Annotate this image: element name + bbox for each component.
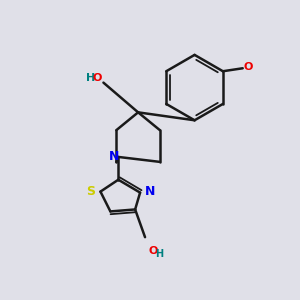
Text: N: N (145, 185, 155, 198)
Text: N: N (109, 150, 119, 164)
Text: O: O (244, 62, 253, 72)
Text: S: S (86, 185, 95, 198)
Text: H: H (155, 249, 163, 259)
Text: H: H (86, 73, 95, 83)
Text: O: O (92, 73, 101, 83)
Text: O: O (148, 246, 158, 256)
